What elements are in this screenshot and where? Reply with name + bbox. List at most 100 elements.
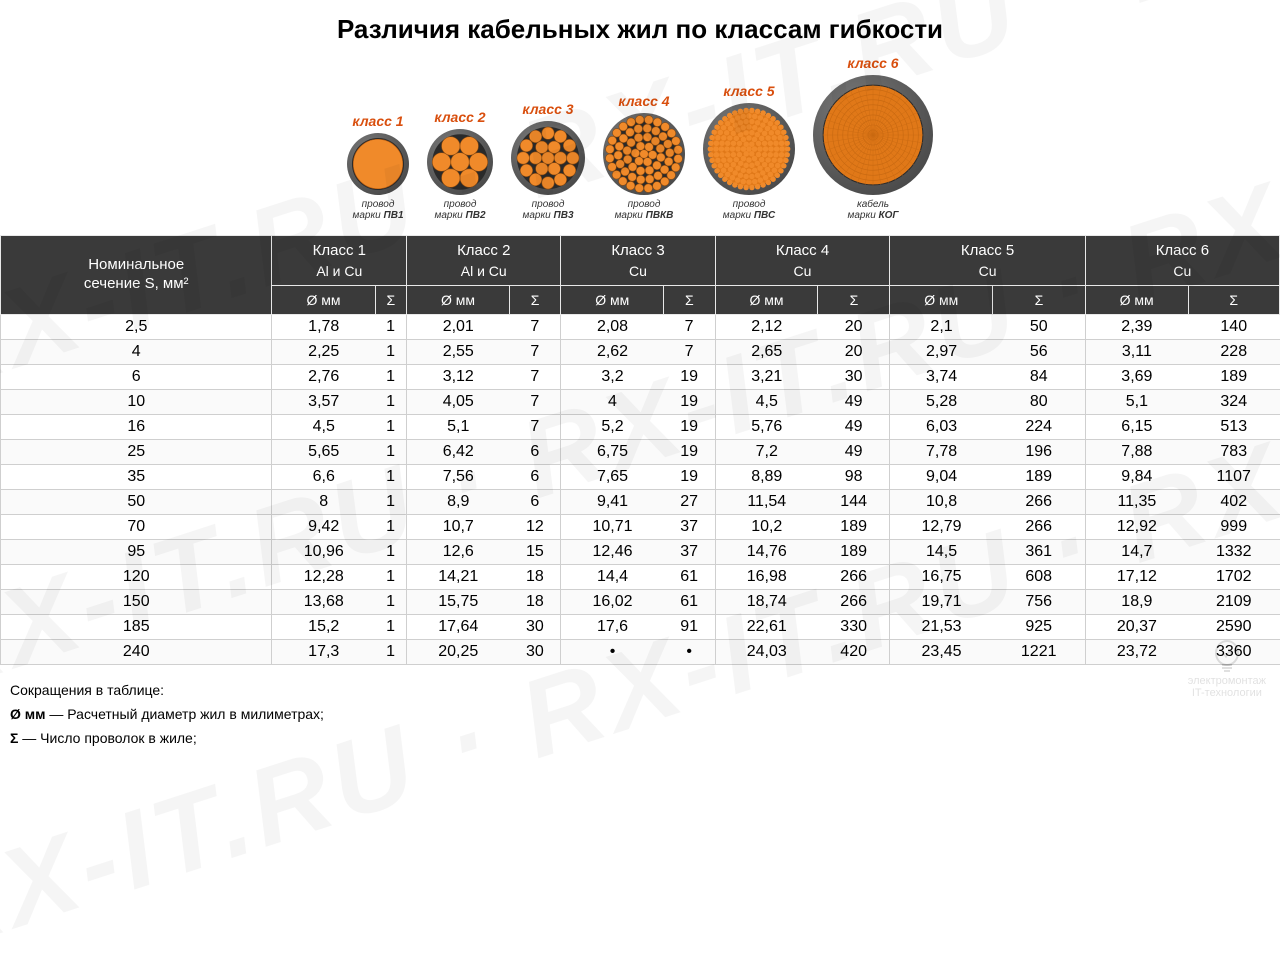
cell-value: 7,78	[890, 440, 993, 465]
cell-value: 17,3	[272, 640, 375, 665]
cell-section: 6	[1, 365, 272, 390]
cell-value: 1	[375, 515, 407, 540]
cell-value: 189	[1188, 365, 1279, 390]
cell-value: 2,1	[890, 315, 993, 340]
cell-value: 2590	[1188, 615, 1279, 640]
cell-value: 6,03	[890, 415, 993, 440]
table-row: 356,617,5667,65198,89989,041899,841107	[1, 465, 1280, 490]
cell-value: 15,75	[407, 590, 510, 615]
cell-value: 61	[664, 565, 715, 590]
col-group-material: Cu	[561, 261, 715, 286]
cell-value: 1	[375, 440, 407, 465]
cell-value: 23,45	[890, 640, 993, 665]
cell-value: 140	[1188, 315, 1279, 340]
cell-value: 1	[375, 640, 407, 665]
cell-section: 35	[1, 465, 272, 490]
cell-value: 17,12	[1085, 565, 1188, 590]
subcol-diameter: Ø мм	[1085, 286, 1188, 315]
cell-value: 2,97	[890, 340, 993, 365]
cell-value: 196	[993, 440, 1086, 465]
cell-value: 15	[509, 540, 560, 565]
cable-class-item: класс 4 проводмарки ПВКВ	[603, 93, 685, 221]
cell-value: 18	[509, 565, 560, 590]
cell-value: 12	[509, 515, 560, 540]
table-row: 62,7613,1273,2193,21303,74843,69189	[1, 365, 1280, 390]
cell-value: 925	[993, 615, 1086, 640]
cell-value: 30	[509, 640, 560, 665]
cable-caption: проводмарки ПВ3	[522, 199, 573, 221]
cell-value: 2109	[1188, 590, 1279, 615]
cell-value: 14,7	[1085, 540, 1188, 565]
cell-value: 7,88	[1085, 440, 1188, 465]
cell-value: 7	[664, 315, 715, 340]
cell-value: 19	[664, 440, 715, 465]
class-label: класс 6	[847, 55, 898, 71]
cell-value: 18,74	[715, 590, 818, 615]
cell-value: 7,65	[561, 465, 664, 490]
subcol-diameter: Ø мм	[715, 286, 818, 315]
cell-value: 608	[993, 565, 1086, 590]
table-row: 9510,96112,61512,463714,7618914,536114,7…	[1, 540, 1280, 565]
col-group-material: Cu	[715, 261, 890, 286]
table-row: 42,2512,5572,6272,65202,97563,11228	[1, 340, 1280, 365]
col-group-title: Класс 2	[407, 236, 561, 262]
cell-value: 6	[509, 465, 560, 490]
logo-watermark: электромонтаж IT-технологии	[1188, 639, 1266, 700]
cell-section: 95	[1, 540, 272, 565]
cell-value: 3,21	[715, 365, 818, 390]
cell-value: 10,2	[715, 515, 818, 540]
cell-value: 4,5	[272, 415, 375, 440]
cell-value: 13,68	[272, 590, 375, 615]
cell-section: 120	[1, 565, 272, 590]
table-row: 103,5714,0574194,5495,28805,1324	[1, 390, 1280, 415]
cell-value: 5,1	[1085, 390, 1188, 415]
cell-value: 17,64	[407, 615, 510, 640]
cell-value: 19	[664, 390, 715, 415]
cell-value: 16,98	[715, 565, 818, 590]
col-group-material: Cu	[890, 261, 1085, 286]
cell-value: 18,9	[1085, 590, 1188, 615]
col-group-title: Класс 5	[890, 236, 1085, 262]
cell-value: 12,6	[407, 540, 510, 565]
cell-value: 8,9	[407, 490, 510, 515]
cell-value: 189	[993, 465, 1086, 490]
cable-class-item: класс 2 проводмарки ПВ2	[427, 109, 493, 221]
col-group-title: Класс 6	[1085, 236, 1279, 262]
cell-value: 20,37	[1085, 615, 1188, 640]
cell-section: 50	[1, 490, 272, 515]
col-group-material: Al и Cu	[272, 261, 407, 286]
footnotes-heading: Сокращения в таблице:	[10, 679, 1270, 703]
cell-value: 1	[375, 340, 407, 365]
table-row: 18515,2117,643017,69122,6133021,5392520,…	[1, 615, 1280, 640]
cell-value: 266	[818, 565, 890, 590]
cell-value: 513	[1188, 415, 1279, 440]
cable-caption: проводмарки ПВС	[723, 199, 775, 221]
col-group-material: Cu	[1085, 261, 1279, 286]
cell-value: 16,75	[890, 565, 993, 590]
cell-value: 12,46	[561, 540, 664, 565]
cell-value: 1	[375, 590, 407, 615]
cell-value: 37	[664, 540, 715, 565]
cell-value: 14,4	[561, 565, 664, 590]
cell-value: 6,42	[407, 440, 510, 465]
cell-value: 7,2	[715, 440, 818, 465]
cell-value: 1	[375, 565, 407, 590]
cell-value: 21,53	[890, 615, 993, 640]
cable-class-item: класс 6 кабельмарки КОГ	[813, 55, 933, 221]
subcol-diameter: Ø мм	[407, 286, 510, 315]
table-row: 255,6516,4266,75197,2497,781967,88783	[1, 440, 1280, 465]
cell-value: 10,7	[407, 515, 510, 540]
cell-value: 266	[818, 590, 890, 615]
cell-value: 4,5	[715, 390, 818, 415]
cell-value: 4	[561, 390, 664, 415]
cell-value: 20	[818, 340, 890, 365]
cell-value: 17,6	[561, 615, 664, 640]
cell-value: 19	[664, 365, 715, 390]
cell-value: 19,71	[890, 590, 993, 615]
class-label: класс 5	[723, 83, 774, 99]
cell-value: 5,76	[715, 415, 818, 440]
cell-value: 3,11	[1085, 340, 1188, 365]
subcol-diameter: Ø мм	[272, 286, 375, 315]
cell-value: 16,02	[561, 590, 664, 615]
cell-value: 20	[818, 315, 890, 340]
